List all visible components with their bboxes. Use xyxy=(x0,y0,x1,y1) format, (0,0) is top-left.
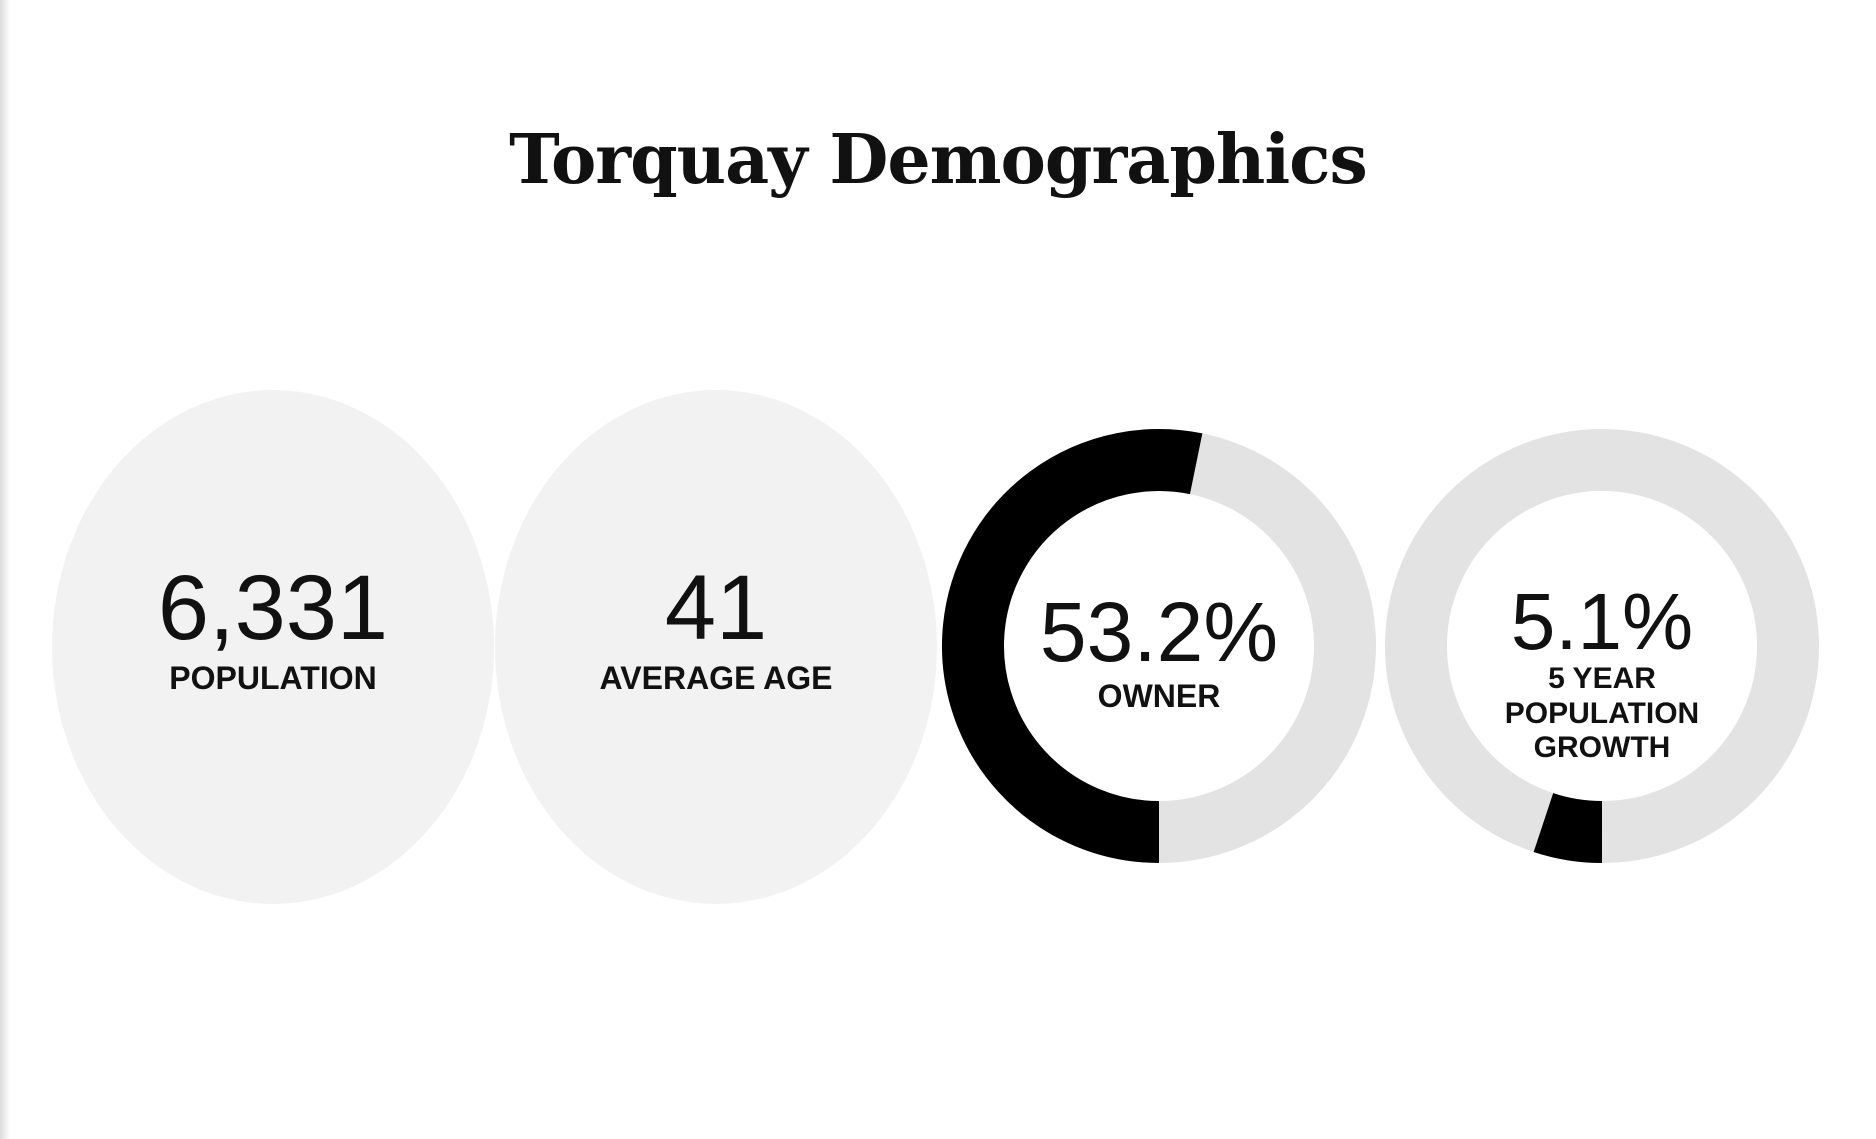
population-stat-oval xyxy=(52,390,494,904)
page-title: Torquay Demographics xyxy=(509,120,1368,200)
owner-label: OWNER xyxy=(1097,678,1221,714)
owner-value: 53.2% xyxy=(1039,585,1279,679)
population-growth-donut-fill xyxy=(1533,792,1603,863)
population-growth-donut-chart xyxy=(1384,428,1820,864)
left-edge-shadow xyxy=(0,0,10,1139)
owner-donut-chart xyxy=(941,428,1377,864)
population-value: 6,331 xyxy=(157,557,389,659)
average-age-label: AVERAGE AGE xyxy=(599,660,833,696)
average-age-stat-oval xyxy=(495,390,937,904)
average-age-value: 41 xyxy=(664,557,768,659)
population-label: POPULATION xyxy=(169,660,377,696)
owner-donut-fill xyxy=(942,429,1203,863)
population-growth-value: 5.1% xyxy=(1510,577,1694,666)
population-growth-label: 5 YEAR POPULATION GROWTH xyxy=(1504,662,1700,764)
